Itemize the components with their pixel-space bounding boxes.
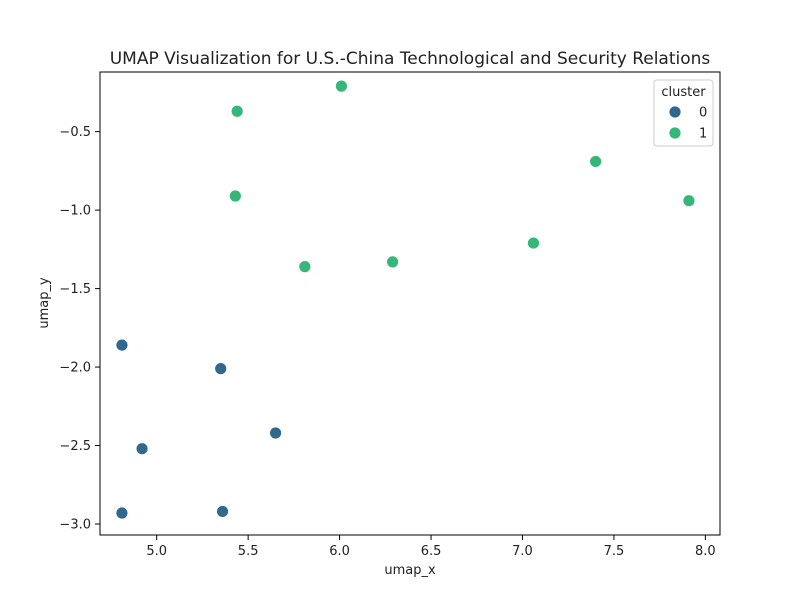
y-tick-label: −2.0: [59, 361, 91, 376]
data-point: [216, 505, 229, 518]
legend-label: 0: [699, 106, 707, 121]
y-tick-label: −3.0: [59, 518, 91, 533]
x-axis: 5.0 5.5 6.0 6.5 7.0 7.5 8.0: [146, 535, 716, 559]
x-tick-label: 5.5: [238, 544, 259, 559]
legend-marker: [668, 126, 682, 140]
x-tick-label: 6.5: [421, 544, 442, 559]
legend-title: cluster: [661, 85, 706, 100]
y-tick-label: −1.5: [59, 282, 91, 297]
data-point: [527, 236, 540, 250]
data-point: [228, 189, 242, 203]
x-tick-label: 7.5: [604, 544, 625, 559]
x-tick-label: 6.0: [329, 544, 350, 559]
x-tick-label: 5.0: [146, 544, 167, 559]
y-tick-label: −2.5: [59, 439, 91, 454]
data-point: [682, 194, 696, 208]
data-point: [214, 362, 228, 376]
x-tick-label: 8.0: [695, 544, 716, 559]
data-point: [115, 338, 129, 352]
data-point: [335, 79, 348, 93]
plot-area: [115, 79, 696, 520]
x-tick-label: 7.0: [512, 544, 533, 559]
data-point: [115, 506, 129, 520]
legend: cluster 0 1: [653, 79, 714, 147]
series-cluster-0: [115, 338, 282, 520]
legend-label: 1: [699, 127, 707, 142]
legend-marker: [668, 105, 682, 119]
y-tick-label: −0.5: [59, 125, 91, 140]
data-point: [230, 104, 244, 118]
x-axis-title: umap_x: [384, 563, 436, 578]
data-point: [386, 255, 400, 269]
y-axis: −3.0 −2.5 −2.0 −1.5 −1.0 −0.5: [59, 125, 100, 533]
plot-frame: [99, 71, 721, 536]
y-axis-title: umap_y: [37, 277, 52, 329]
data-point: [269, 426, 282, 440]
chart-title: UMAP Visualization for U.S.-China Techno…: [110, 49, 711, 69]
y-tick-label: −1.0: [59, 204, 91, 219]
data-point: [135, 442, 149, 456]
data-point: [589, 155, 603, 168]
data-point: [298, 260, 312, 274]
legend-box: [653, 79, 714, 147]
series-cluster-1: [228, 79, 696, 274]
